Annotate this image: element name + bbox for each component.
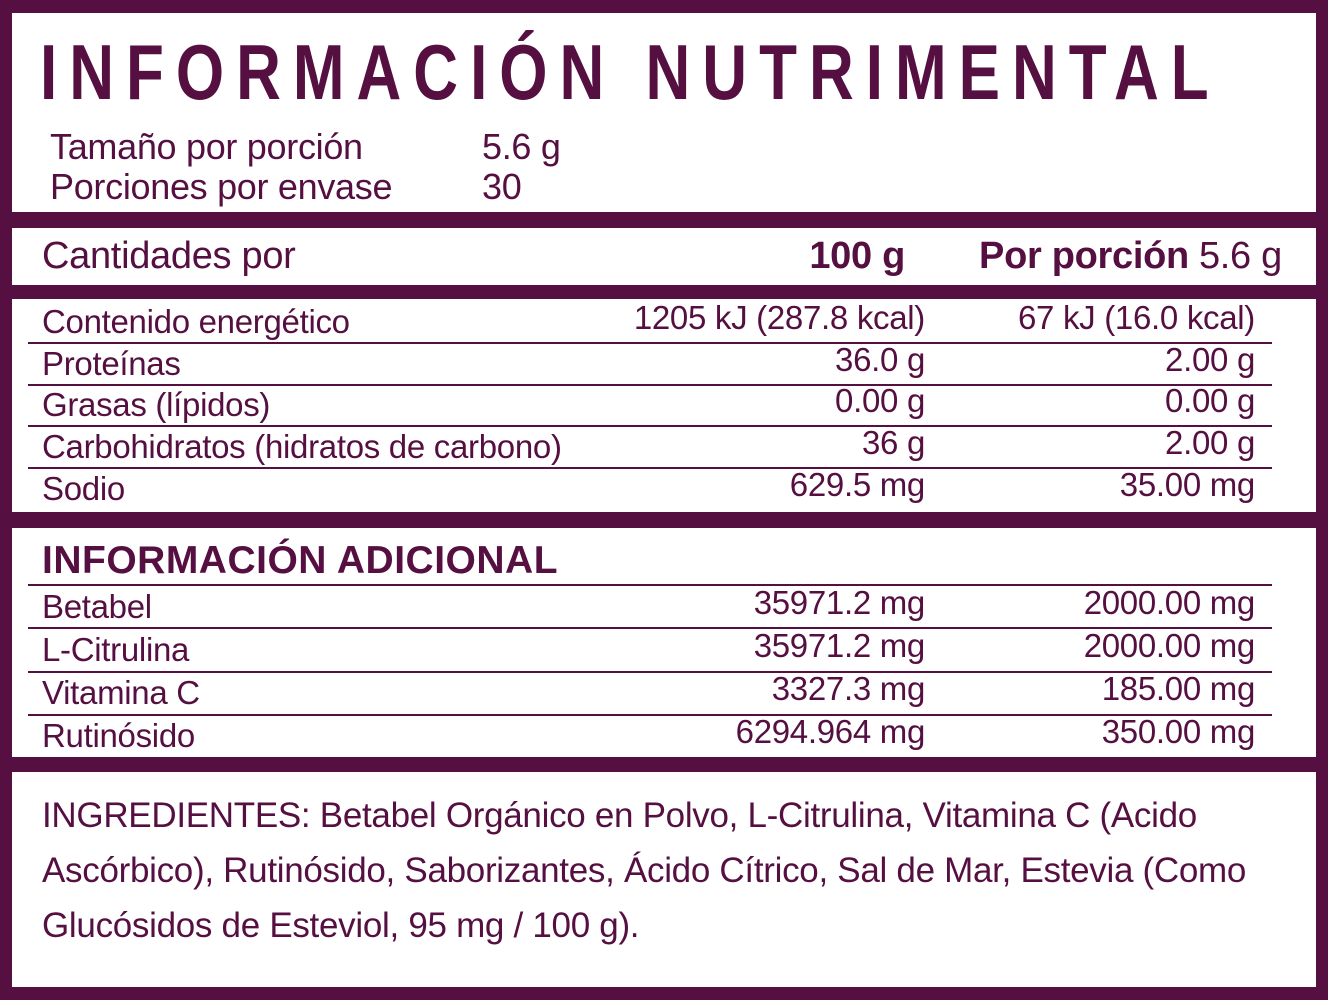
- serving-size-value: 5.6 g: [482, 126, 561, 167]
- portion-header-label: Por porción: [979, 235, 1189, 277]
- amounts-per-label: Cantidades por: [42, 235, 296, 277]
- table-row: Vitamina C 3327.3 mg 185.00 mg: [12, 670, 1316, 714]
- ingredients-text: INGREDIENTES: Betabel Orgánico en Polvo,…: [42, 796, 1247, 945]
- nutrient-label: Sodio: [42, 470, 125, 508]
- column-header-portion: Por porción 5.6 g: [905, 235, 1282, 278]
- serving-size-label: Tamaño por porción: [50, 126, 363, 167]
- ingredient-value-100g: 3327.3 mg: [771, 670, 926, 708]
- ingredient-value-portion: 350.00 mg: [1101, 713, 1256, 751]
- ingredient-label: L-Citrulina: [42, 630, 190, 668]
- row-divider: [28, 383, 1272, 386]
- nutrient-value-portion: 2.00 g: [1165, 340, 1255, 378]
- row-divider: [28, 584, 1272, 586]
- nutrient-label: Proteínas: [42, 344, 181, 382]
- row-divider: [28, 670, 1272, 673]
- ingredient-label: Vitamina C: [42, 674, 200, 712]
- row-divider: [28, 713, 1272, 716]
- portion-header-size: 5.6 g: [1198, 235, 1282, 277]
- table-row: Proteínas 36.0 g 2.00 g: [12, 340, 1316, 384]
- nutrient-label: Contenido energético: [42, 302, 350, 340]
- ingredient-label: Rutinósido: [42, 717, 195, 755]
- nutrient-label: Carbohidratos (hidratos de carbono): [42, 428, 562, 466]
- serving-info: Tamaño por porción 5.6 g Porciones por e…: [50, 126, 1300, 207]
- additional-info-title: INFORMACIÓN ADICIONAL: [42, 539, 559, 582]
- ingredient-value-portion: 2000.00 mg: [1083, 626, 1256, 664]
- table-row: L-Citrulina 35971.2 mg 2000.00 mg: [12, 626, 1316, 670]
- amounts-header-row: Cantidades por 100 g Por porción 5.6 g: [12, 228, 1316, 285]
- servings-per-container-row: Porciones por envase 30: [50, 166, 1300, 207]
- row-divider: [28, 425, 1272, 428]
- nutrient-value-portion: 2.00 g: [1165, 424, 1255, 462]
- nutrient-value-portion: 0.00 g: [1165, 382, 1255, 420]
- nutrient-value-100g: 1205 kJ (287.8 kcal): [633, 298, 925, 336]
- column-header-100g: 100 g: [809, 235, 905, 277]
- servings-per-container-value: 30: [482, 166, 522, 207]
- header-section: INFORMACIÓN NUTRIMENTAL Tamaño por porci…: [12, 13, 1316, 212]
- label-title: INFORMACIÓN NUTRIMENTAL: [40, 30, 1221, 117]
- table-row: Grasas (lípidos) 0.00 g 0.00 g: [12, 382, 1316, 426]
- nutrient-value-portion: 67 kJ (16.0 kcal): [1017, 298, 1255, 336]
- nutrient-value-portion: 35.00 mg: [1119, 466, 1256, 504]
- ingredient-value-100g: 35971.2 mg: [753, 583, 926, 621]
- additional-info-section: INFORMACIÓN ADICIONAL Betabel 35971.2 mg…: [12, 528, 1316, 757]
- table-row: Rutinósido 6294.964 mg 350.00 mg: [12, 713, 1316, 757]
- table-row: Betabel 35971.2 mg 2000.00 mg: [12, 583, 1316, 627]
- ingredient-value-100g: 35971.2 mg: [753, 626, 926, 664]
- ingredient-value-portion: 185.00 mg: [1101, 670, 1256, 708]
- table-row: Sodio 629.5 mg 35.00 mg: [12, 466, 1316, 509]
- nutrient-value-100g: 36.0 g: [835, 340, 925, 378]
- ingredient-label: Betabel: [42, 587, 152, 625]
- ingredients-section: INGREDIENTES: Betabel Orgánico en Polvo,…: [12, 772, 1316, 987]
- ingredient-value-portion: 2000.00 mg: [1083, 583, 1256, 621]
- nutrient-value-100g: 629.5 mg: [789, 466, 926, 504]
- nutrient-label: Grasas (lípidos): [42, 386, 271, 424]
- servings-per-container-label: Porciones por envase: [50, 166, 393, 207]
- row-divider: [28, 341, 1272, 344]
- nutrient-value-100g: 36 g: [861, 424, 925, 462]
- ingredient-value-100g: 6294.964 mg: [735, 713, 926, 751]
- nutrition-table: Contenido energético 1205 kJ (287.8 kcal…: [12, 299, 1316, 512]
- table-row: Carbohidratos (hidratos de carbono) 36 g…: [12, 424, 1316, 467]
- nutrient-value-100g: 0.00 g: [835, 382, 925, 420]
- row-divider: [28, 467, 1272, 470]
- row-divider: [28, 627, 1272, 630]
- table-row: Contenido energético 1205 kJ (287.8 kcal…: [12, 298, 1316, 342]
- serving-size-row: Tamaño por porción 5.6 g: [50, 126, 1300, 167]
